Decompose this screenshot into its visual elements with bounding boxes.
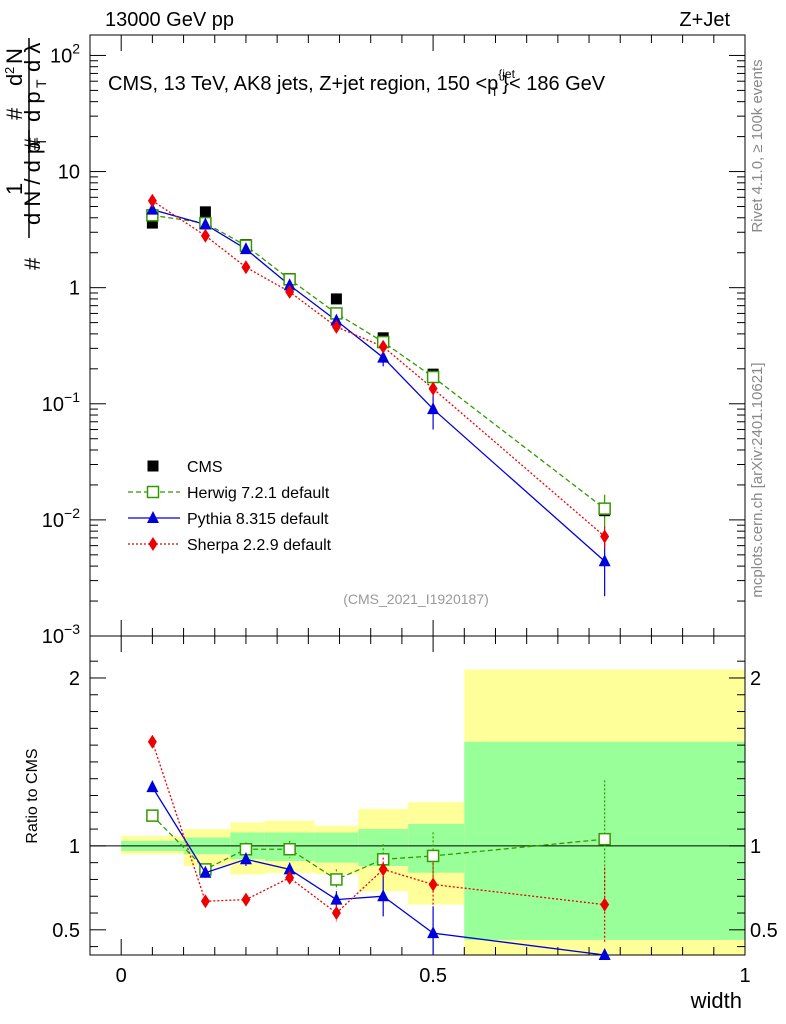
- sherpa-point: [241, 260, 251, 275]
- y-axis-label-part: #: [20, 137, 45, 150]
- band-green: [314, 832, 359, 863]
- sherpa-line: [152, 200, 606, 537]
- x-tick-label: 0: [116, 965, 127, 987]
- sherpa-ratio-point: [285, 870, 295, 885]
- herwig-point: [426, 370, 440, 384]
- y-axis-label: # d N / d pT1#d pTd λ#d2N: [2, 38, 49, 270]
- x-tick-label: 1: [739, 965, 750, 987]
- ratio-y-tick-label: 2: [69, 668, 80, 690]
- pythia-ratio-point: [239, 852, 252, 865]
- pythia-ratio-point: [427, 926, 440, 939]
- pythia-point: [377, 350, 390, 363]
- header-right: Z+Jet: [679, 9, 730, 31]
- cms-point: [330, 293, 342, 305]
- y-tick-label: 10: [58, 162, 80, 184]
- y-axis-label-part: d λ: [20, 43, 45, 72]
- sherpa-ratio-point: [600, 897, 610, 912]
- herwig-line: [152, 214, 606, 510]
- watermark: (CMS_2021_I1920187): [343, 591, 489, 607]
- sherpa-ratio-point: [331, 906, 341, 921]
- sherpa-ratio-point: [147, 734, 157, 749]
- herwig-ratio-point: [283, 842, 296, 856]
- band-green: [408, 824, 465, 873]
- y-axis-label-part: 2: [2, 67, 17, 74]
- cms-point: [199, 206, 211, 218]
- legend-label-herwig: Herwig 7.2.1 default: [187, 485, 330, 502]
- main-plot-panel: 10−3 10−2 10−1 1 10 102 CMS, 13 TeV, AK8 jets,…: [2, 34, 746, 648]
- sherpa-point: [331, 319, 341, 334]
- legend-label-sherpa: Sherpa 2.2.9 default: [187, 537, 332, 554]
- ratio-y-tick-label-right: 1: [750, 836, 761, 858]
- pythia-ratio-point: [283, 862, 296, 875]
- sherpa-ratio-point: [428, 877, 438, 892]
- sherpa-point: [378, 339, 388, 354]
- y-tick-label: 10−2: [42, 505, 80, 532]
- x-tick-label: 0.5: [419, 965, 447, 987]
- y-axis-label-part: N: [2, 48, 27, 64]
- legend-marker-pythia: [147, 511, 159, 523]
- pythia-ratio-line: [151, 786, 605, 955]
- y-tick-label: 102: [50, 40, 80, 67]
- side-label-mcplots: mcplots.cern.ch [arXiv:2401.10621]: [749, 362, 766, 597]
- sherpa-point: [600, 529, 610, 544]
- pythia-point: [330, 313, 343, 326]
- legend: CMS Herwig 7.2.1 default Pythia 8.315 defa…: [128, 459, 332, 554]
- pythia-point: [146, 202, 159, 215]
- pythia-ratio-point: [146, 780, 159, 793]
- sherpa-point: [428, 381, 438, 396]
- sherpa-ratio-point: [241, 892, 251, 907]
- y-axis-label-part: d p: [20, 91, 45, 122]
- y-axis-label-part: d N / d p: [20, 142, 45, 225]
- y-tick-label: 10−1: [42, 389, 80, 416]
- herwig-ratio-point: [426, 849, 440, 863]
- ratio-y-tick-label: 0.5: [52, 920, 80, 942]
- pythia-ratio-point: [377, 889, 390, 902]
- herwig-ratio-line: [151, 815, 605, 881]
- pythia-point: [283, 278, 296, 291]
- y-tick-label: 1: [69, 278, 80, 300]
- y-axis-label-part: T: [33, 79, 49, 88]
- pythia-point: [239, 242, 252, 255]
- chart-title: CMS, 13 TeV, AK8 jets, Z+jet region, 150…: [108, 67, 606, 99]
- pythia-ratio-point: [199, 865, 212, 878]
- sherpa-ratio-point: [378, 862, 388, 877]
- herwig-ratio-point: [330, 873, 343, 886]
- ratio-y-tick-label-right: 0.5: [750, 920, 778, 942]
- side-label-rivet: Rivet 4.1.0, ≥ 100k events: [749, 59, 766, 232]
- x-axis-label: width: [690, 988, 742, 1013]
- y-axis-label-part: 1: [2, 183, 27, 195]
- sherpa-point: [200, 228, 210, 243]
- y-axis-label-part: T: [33, 137, 49, 146]
- herwig-ratio-point: [146, 809, 159, 822]
- pythia-point: [199, 217, 212, 230]
- legend-marker-herwig: [146, 485, 160, 499]
- pythia-ratio-point: [330, 892, 343, 905]
- legend-marker-sherpa: [148, 537, 158, 551]
- herwig-point: [598, 502, 611, 515]
- sherpa-ratio-point: [200, 894, 210, 909]
- pythia-ratio-point: [598, 948, 611, 960]
- sherpa-point: [147, 193, 157, 208]
- legend-marker-cms: [147, 460, 159, 472]
- legend-label-pythia: Pythia 8.315 default: [187, 511, 329, 528]
- y-axis-label-part: d: [2, 74, 27, 86]
- ratio-y-axis-label: Ratio to CMS: [24, 748, 41, 843]
- header-left: 13000 GeV pp: [105, 9, 234, 31]
- sherpa-point: [285, 284, 295, 299]
- y-tick-label: 10−3: [42, 621, 80, 648]
- ratio-y-tick-label-right: 2: [750, 668, 761, 690]
- cms-point: [146, 217, 158, 229]
- y-axis-label-part: #: [2, 107, 27, 120]
- y-axis-label-part: #: [20, 257, 45, 270]
- pythia-point: [427, 402, 440, 415]
- ratio-y-tick-label: 1: [69, 836, 80, 858]
- pythia-point: [598, 554, 611, 567]
- legend-label-cms: CMS: [187, 459, 223, 476]
- herwig-ratio-point: [598, 832, 611, 846]
- pythia-line: [152, 209, 606, 562]
